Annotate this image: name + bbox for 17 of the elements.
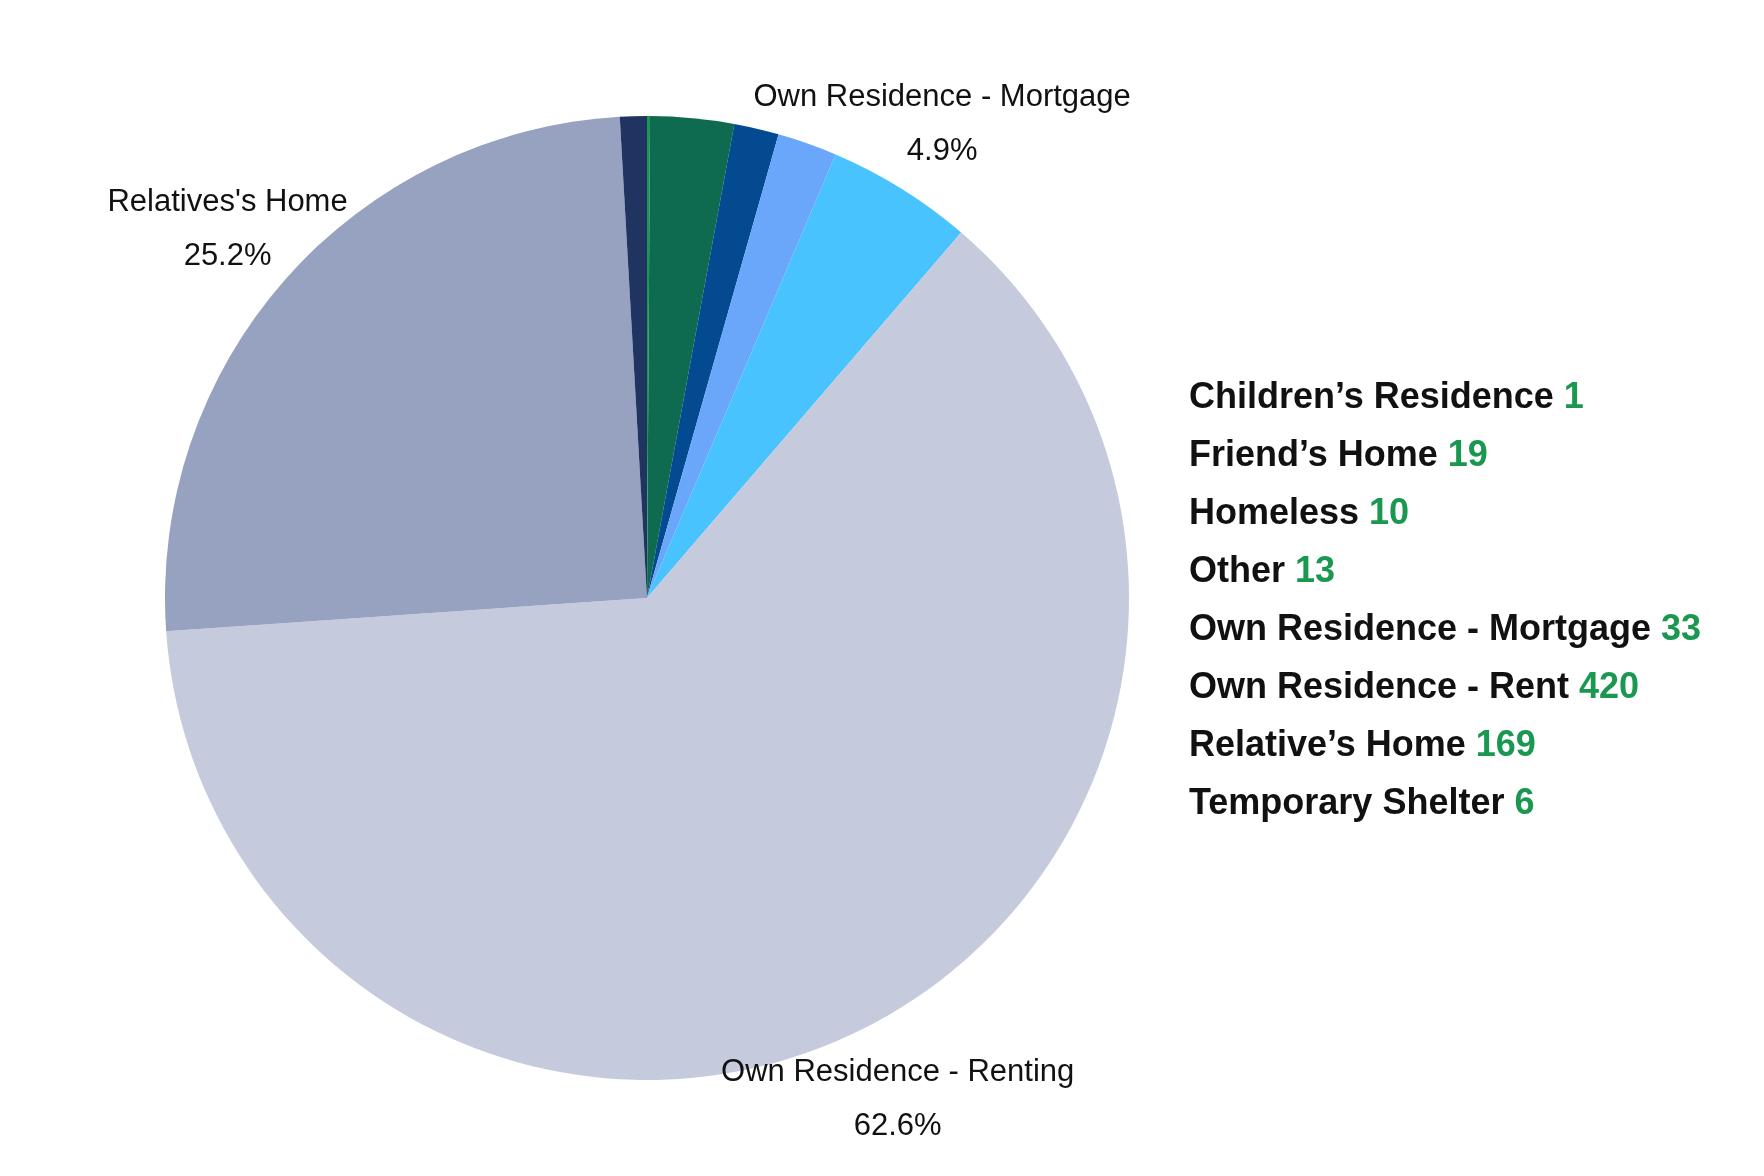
slice-label: Own Residence - Renting: [721, 1052, 1075, 1088]
text: Friend’s Home 19: [1189, 433, 1488, 474]
text: Temporary Shelter 6: [1189, 781, 1535, 822]
slice-label: Relatives's Home: [107, 183, 348, 219]
pie-slice: [647, 123, 779, 598]
text: Relative’s Home 169: [1189, 723, 1536, 764]
data-label: 62.6%: [853, 1106, 942, 1142]
text: Own Residence - Rent 420: [1189, 665, 1640, 706]
data-label: 25.2%: [183, 237, 272, 273]
text: Own Residence - Mortgage 33: [1189, 607, 1702, 648]
text: Homeless 10: [1189, 491, 1410, 532]
pie-slice: [647, 134, 836, 598]
slice-label: Own Residence - Mortgage: [753, 78, 1131, 114]
data-label: 4.9%: [906, 132, 978, 168]
pie-slice: [647, 116, 735, 598]
text: Other 13: [1189, 549, 1336, 590]
text: Children’s Residence 1: [1189, 375, 1584, 416]
